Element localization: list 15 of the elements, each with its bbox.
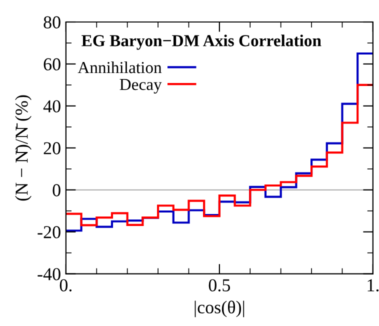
x-axis-title: |cos(θ)| [194,300,244,318]
y-tick-label: 0 [52,184,60,196]
y-tick-label: -20 [38,226,60,238]
text: EG Baryon−DM Axis Correlation [82,34,322,50]
y-tick-label: -40 [38,268,60,280]
y-axis-title: (N − N̄)/N̄ (%) [15,95,32,201]
y-tick-label: 80 [44,16,60,28]
y-tick-label: 60 [44,58,60,70]
x-tick-label: 0.5 [208,279,230,292]
legend-label: Annihilation [78,61,162,74]
legend-label: Decay [120,79,162,94]
y-tick-label: 40 [43,100,60,112]
x-tick-label: 1. [368,279,379,292]
x-tick-label: 0. [60,279,72,292]
y-tick-label: 20 [44,142,60,154]
